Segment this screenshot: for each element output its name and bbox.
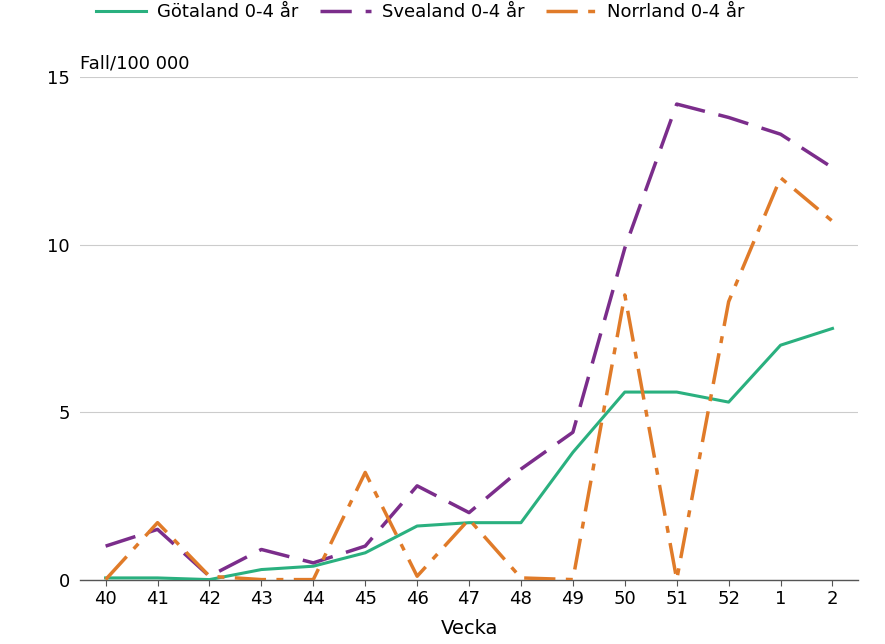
Line: Norrland 0-4 år: Norrland 0-4 år: [105, 178, 833, 580]
Svealand 0-4 år: [672, 100, 682, 108]
Norrland 0-4 år: [308, 576, 319, 583]
Svealand 0-4 år: [516, 465, 527, 473]
Line: Götaland 0-4 år: Götaland 0-4 år: [105, 328, 833, 580]
Norrland 0-4 år: [723, 298, 734, 305]
Svealand 0-4 år: [775, 130, 786, 138]
Götaland 0-4 år: [308, 562, 319, 570]
Götaland 0-4 år: [672, 388, 682, 396]
Götaland 0-4 år: [620, 388, 630, 396]
Svealand 0-4 år: [152, 526, 163, 533]
Svealand 0-4 år: [827, 164, 838, 171]
Svealand 0-4 år: [204, 573, 215, 580]
Norrland 0-4 år: [464, 515, 474, 523]
Götaland 0-4 år: [204, 576, 215, 583]
Svealand 0-4 år: [308, 559, 319, 567]
X-axis label: Vecka: Vecka: [441, 619, 497, 638]
Norrland 0-4 år: [567, 576, 578, 583]
Götaland 0-4 år: [256, 565, 266, 573]
Svealand 0-4 år: [100, 542, 111, 550]
Text: Fall/100 000: Fall/100 000: [80, 54, 189, 72]
Götaland 0-4 år: [152, 574, 163, 582]
Svealand 0-4 år: [567, 428, 578, 436]
Götaland 0-4 år: [100, 574, 111, 582]
Svealand 0-4 år: [620, 244, 630, 252]
Götaland 0-4 år: [723, 398, 734, 406]
Götaland 0-4 år: [412, 522, 422, 530]
Norrland 0-4 år: [516, 574, 527, 582]
Götaland 0-4 år: [775, 341, 786, 349]
Svealand 0-4 år: [412, 482, 422, 489]
Götaland 0-4 år: [567, 448, 578, 456]
Legend: Götaland 0-4 år, Svealand 0-4 år, Norrland 0-4 år: Götaland 0-4 år, Svealand 0-4 år, Norrla…: [88, 0, 752, 28]
Norrland 0-4 år: [152, 519, 163, 527]
Svealand 0-4 år: [256, 545, 266, 553]
Götaland 0-4 år: [360, 549, 371, 556]
Norrland 0-4 år: [256, 576, 266, 583]
Norrland 0-4 år: [412, 573, 422, 580]
Norrland 0-4 år: [100, 576, 111, 583]
Norrland 0-4 år: [827, 218, 838, 225]
Svealand 0-4 år: [360, 542, 371, 550]
Line: Svealand 0-4 år: Svealand 0-4 år: [105, 104, 833, 576]
Götaland 0-4 år: [516, 519, 527, 527]
Norrland 0-4 år: [204, 573, 215, 580]
Norrland 0-4 år: [775, 174, 786, 182]
Svealand 0-4 år: [464, 509, 474, 516]
Norrland 0-4 år: [672, 576, 682, 583]
Götaland 0-4 år: [464, 519, 474, 527]
Götaland 0-4 år: [827, 325, 838, 332]
Norrland 0-4 år: [360, 469, 371, 477]
Norrland 0-4 år: [620, 291, 630, 299]
Svealand 0-4 år: [723, 113, 734, 121]
